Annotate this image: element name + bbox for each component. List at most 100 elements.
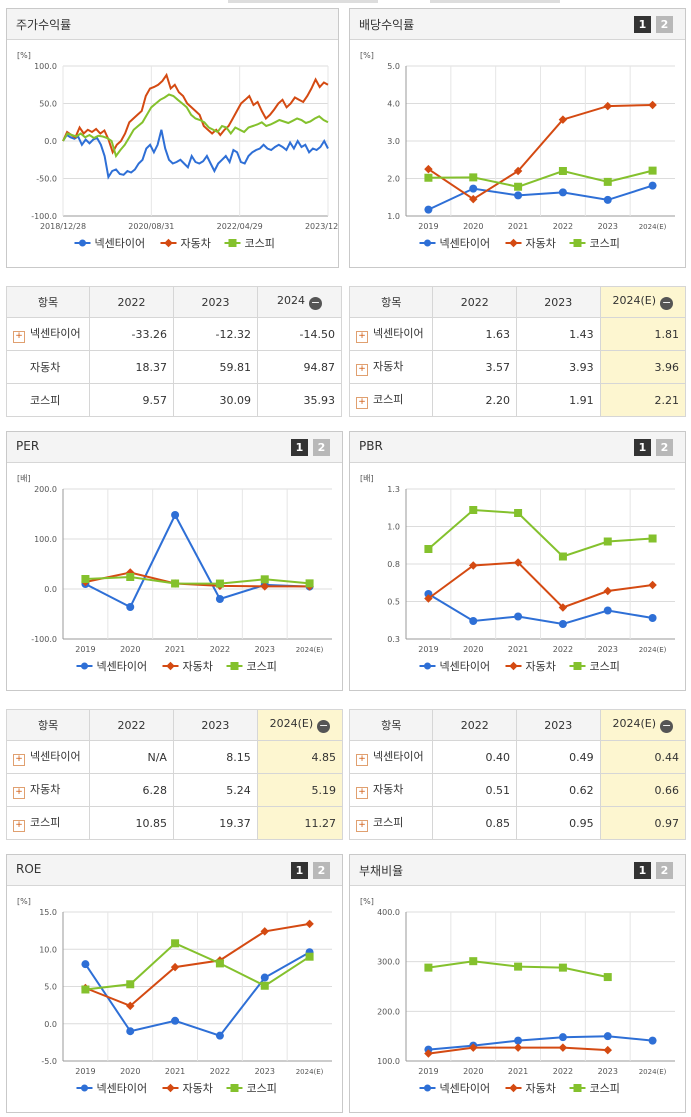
x-tick-label: 2024(E) (639, 1068, 667, 1076)
page-2-button[interactable]: 2 (313, 862, 330, 879)
unit-label: [%] (360, 897, 374, 906)
table-row: + 넥센타이어 -33.26 -12.32 -14.50 (5, 317, 343, 351)
x-tick-label: 2021 (508, 1067, 528, 1076)
legend-label: 코스피 (247, 1082, 277, 1095)
data-point (215, 959, 224, 968)
cell: 30.09 (173, 383, 258, 417)
col-header: 2023 (173, 286, 258, 318)
collapse-icon[interactable]: − (317, 719, 331, 733)
cell: 9.57 (89, 383, 175, 417)
collapse-icon[interactable]: − (660, 296, 674, 310)
per-chart: [배]200.0 100.0 0.0 -100.0 2019 2020 2021 2022 20… (17, 474, 332, 673)
data-point (648, 166, 657, 175)
data-point (558, 188, 567, 197)
collapse-icon[interactable]: − (660, 719, 674, 733)
y-tick-label: 1.0 (387, 212, 400, 221)
row-label: + 자동차 (5, 773, 91, 807)
page-1-button[interactable]: 1 (634, 862, 651, 879)
page-1-button[interactable]: 1 (634, 439, 651, 456)
collapse-icon[interactable]: − (308, 296, 322, 310)
table-row: + 코스피 0.85 0.95 0.97 (348, 806, 687, 840)
cell: 5.19 (256, 773, 344, 807)
data-point (81, 985, 90, 994)
page-1-button[interactable]: 1 (291, 862, 308, 879)
x-tick-label: 2022 (210, 1067, 230, 1076)
chart-title: PER (16, 439, 40, 453)
cell: 0.95 (516, 806, 601, 840)
chart-title: 배당수익률 (359, 18, 415, 32)
pbr-table: 항목 2022 2023 2024(E) − + 넥센타이어 0.40 0.49 0… (348, 709, 687, 840)
data-point (469, 617, 478, 625)
cell: 35.93 (256, 383, 343, 417)
page-2-button[interactable]: 2 (656, 16, 673, 33)
y-tick-label: 300.0 (377, 958, 400, 967)
plus-icon[interactable]: + (356, 364, 368, 376)
page-2-button[interactable]: 2 (656, 439, 673, 456)
y-tick-label: 0.5 (387, 598, 400, 607)
cell: -14.50 (256, 317, 343, 351)
y-tick-label: 1.3 (387, 485, 400, 494)
cell: N/A (89, 740, 174, 774)
plus-icon[interactable]: + (356, 754, 368, 766)
x-tick-label: 2018/12/28 (40, 222, 86, 231)
legend-label: 자동차 (181, 237, 211, 250)
col-header: 항목 (348, 709, 434, 741)
plus-icon[interactable]: + (13, 787, 25, 799)
x-tick-label: 2022 (553, 1067, 573, 1076)
series-line (85, 922, 310, 1008)
page-2-button[interactable]: 2 (656, 862, 673, 879)
data-point (81, 575, 90, 583)
data-point (558, 1033, 567, 1042)
data-point (424, 1049, 433, 1058)
data-point (513, 166, 523, 176)
price-return-table: 항목 2022 2023 2024− + 넥센타이어 -33.26 -12.32 … (5, 286, 343, 417)
data-point (424, 545, 433, 553)
legend-marker (424, 1084, 431, 1092)
x-tick-label: 2020/08/31 (128, 222, 174, 231)
data-point (469, 194, 478, 204)
series-line (427, 508, 653, 558)
plus-icon[interactable]: + (13, 754, 25, 766)
chart-title: 부채비율 (359, 864, 404, 878)
cell: -33.26 (89, 317, 175, 351)
x-tick-label: 2023 (598, 645, 618, 654)
series-line (84, 512, 310, 609)
page-1-button[interactable]: 1 (291, 439, 308, 456)
legend-marker (573, 662, 582, 670)
y-tick-label: 5.0 (387, 62, 400, 71)
series-line (62, 129, 329, 180)
data-point (603, 195, 612, 204)
series-line (85, 942, 311, 991)
cell: 10.85 (89, 806, 174, 840)
cell: 59.81 (173, 350, 258, 384)
page-1-button[interactable]: 1 (634, 16, 651, 33)
x-tick-label: 2019 (418, 1067, 438, 1076)
legend-marker (230, 662, 239, 670)
legend-label: 코스피 (245, 237, 275, 250)
series-line (85, 575, 310, 585)
plus-icon[interactable]: + (356, 397, 368, 409)
col-header: 2024− (256, 286, 343, 318)
col-header: 2022 (432, 286, 517, 318)
plus-icon[interactable]: + (356, 331, 368, 343)
data-point (558, 1043, 568, 1052)
series-line (427, 593, 653, 626)
plus-icon[interactable]: + (13, 820, 25, 832)
data-point (469, 957, 478, 966)
cell: 3.93 (516, 350, 601, 384)
cell: 0.51 (432, 773, 517, 807)
y-tick-label: 2.0 (387, 175, 400, 184)
plus-icon[interactable]: + (356, 787, 368, 799)
row-label: 자동차 (5, 350, 91, 384)
x-tick-label: 2023 (598, 222, 618, 231)
page-2-button[interactable]: 2 (313, 439, 330, 456)
x-tick-label: 2023 (598, 1067, 618, 1076)
data-point (514, 612, 523, 621)
row-label: + 코스피 (5, 806, 91, 840)
plus-icon[interactable]: + (13, 331, 25, 343)
plus-icon[interactable]: + (356, 820, 368, 832)
y-tick-label: 100.0 (34, 535, 57, 544)
legend-marker (573, 1084, 582, 1092)
row-label: + 코스피 (348, 806, 434, 840)
col-header: 2023 (172, 709, 258, 741)
